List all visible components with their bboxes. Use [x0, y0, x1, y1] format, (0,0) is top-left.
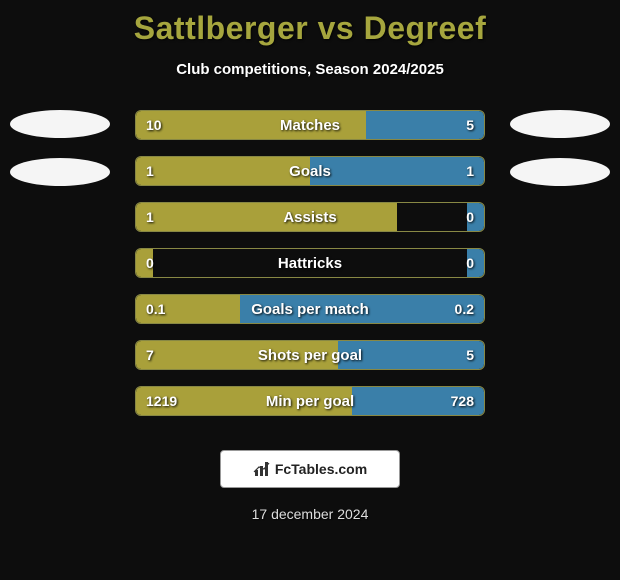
stat-row: 00Hattricks: [135, 248, 485, 278]
stat-label: Goals per match: [136, 301, 484, 318]
right-avatar-placeholder: [510, 158, 610, 186]
stat-label: Goals: [136, 163, 484, 180]
stat-label: Hattricks: [136, 255, 484, 272]
stat-label: Assists: [136, 209, 484, 226]
left-avatar-placeholder: [10, 110, 110, 138]
date-text: 17 december 2024: [252, 506, 369, 522]
stat-row: 1219728Min per goal: [135, 386, 485, 416]
stat-label: Min per goal: [136, 393, 484, 410]
subtitle: Club competitions, Season 2024/2025: [176, 61, 444, 78]
chart-icon: [253, 460, 271, 478]
left-avatar-placeholder: [10, 158, 110, 186]
comparison-infographic: Sattlberger vs Degreef Club competitions…: [0, 0, 620, 580]
brand-logo: FcTables.com: [253, 460, 367, 478]
stat-row: 105Matches: [135, 110, 485, 140]
stat-row: 11Goals: [135, 156, 485, 186]
right-avatar-placeholder: [510, 110, 610, 138]
brand-box[interactable]: FcTables.com: [220, 450, 400, 488]
stat-label: Matches: [136, 117, 484, 134]
stats-area: 105Matches 11Goals 10Assists 00Hattricks 0.1…: [0, 110, 620, 432]
stat-row: 10Assists: [135, 202, 485, 232]
brand-text: FcTables.com: [275, 461, 367, 477]
stat-rows-container: 105Matches 11Goals 10Assists 00Hattricks 0.1…: [0, 110, 620, 416]
stat-row: 75Shots per goal: [135, 340, 485, 370]
stat-row: 0.10.2Goals per match: [135, 294, 485, 324]
page-title: Sattlberger vs Degreef: [134, 10, 486, 47]
stat-label: Shots per goal: [136, 347, 484, 364]
